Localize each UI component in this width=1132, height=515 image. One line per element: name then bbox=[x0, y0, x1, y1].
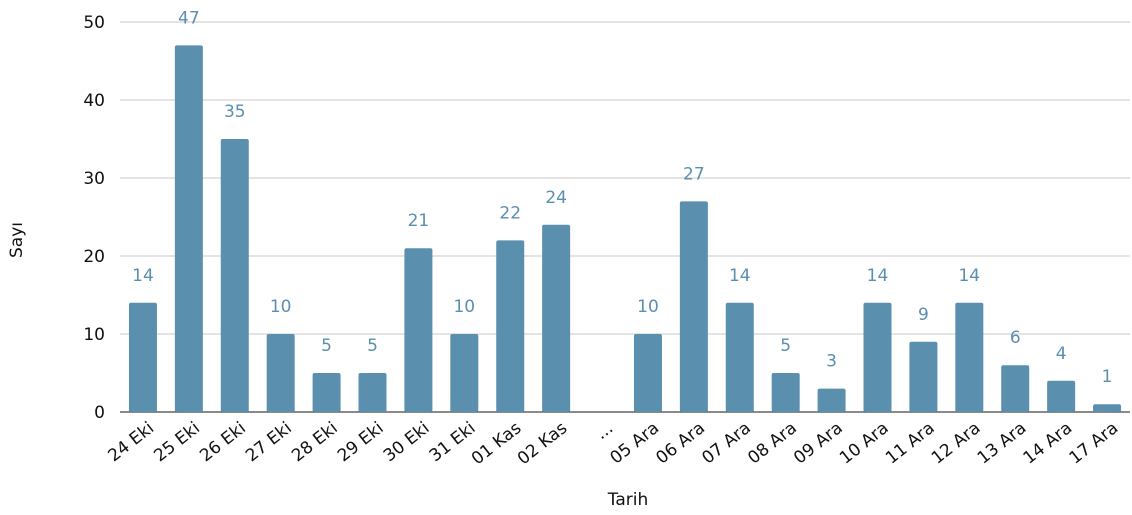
x-tick-label: 24 Eki bbox=[104, 418, 158, 466]
x-tick-label: 07 Ara bbox=[698, 418, 755, 468]
bar bbox=[128, 302, 157, 412]
data-label: 10 bbox=[637, 297, 659, 317]
x-tick-label: 02 Kas bbox=[514, 418, 571, 469]
data-label: 21 bbox=[408, 211, 430, 231]
x-tick-label: 30 Eki bbox=[380, 418, 434, 466]
bar bbox=[817, 388, 846, 412]
data-label: 27 bbox=[683, 164, 705, 184]
data-label: 24 bbox=[545, 188, 567, 208]
data-label: 1 bbox=[1102, 367, 1113, 387]
x-tick-label: 10 Ara bbox=[836, 418, 893, 468]
x-tick-label: 11 Ara bbox=[882, 418, 939, 468]
x-tick-label: 06 Ara bbox=[652, 418, 709, 468]
data-label: 6 bbox=[1010, 328, 1021, 348]
y-tick-label: 40 bbox=[83, 91, 105, 111]
y-tick-label: 0 bbox=[94, 403, 105, 423]
y-tick-label: 30 bbox=[83, 169, 105, 189]
bar bbox=[174, 45, 203, 413]
bar bbox=[496, 240, 525, 412]
bar bbox=[266, 334, 295, 412]
bar bbox=[450, 334, 479, 412]
data-label: 5 bbox=[780, 336, 791, 356]
bar bbox=[1001, 365, 1030, 412]
bar bbox=[312, 373, 341, 412]
bar bbox=[358, 373, 387, 412]
bar bbox=[909, 341, 938, 412]
x-axis-label: Tarih bbox=[607, 490, 648, 510]
x-tick-label: 29 Eki bbox=[334, 418, 388, 466]
y-tick-label: 50 bbox=[83, 13, 105, 33]
bar bbox=[404, 248, 433, 412]
data-label: 35 bbox=[224, 102, 246, 122]
bar bbox=[220, 139, 249, 412]
x-tick-label: 01 Kas bbox=[468, 418, 525, 469]
x-tick-label: 27 Eki bbox=[242, 418, 296, 466]
bar bbox=[863, 302, 892, 412]
x-tick-label: 12 Ara bbox=[928, 418, 985, 468]
x-tick-label: 26 Eki bbox=[196, 418, 250, 466]
data-label: 22 bbox=[499, 203, 521, 223]
y-axis-ticks: 0 10 20 30 40 50 bbox=[83, 13, 105, 423]
data-label: 14 bbox=[729, 266, 751, 286]
data-label: 3 bbox=[826, 352, 837, 372]
x-tick-label: 25 Eki bbox=[150, 418, 204, 466]
x-tick-label: 17 Ara bbox=[1066, 418, 1123, 468]
bar bbox=[542, 224, 571, 412]
data-label: 5 bbox=[367, 336, 378, 356]
data-label: 14 bbox=[958, 266, 980, 286]
x-tick-label: 05 Ara bbox=[607, 418, 664, 468]
x-tick-label: 14 Ara bbox=[1020, 418, 1077, 468]
data-label: 14 bbox=[132, 266, 154, 286]
data-label: 4 bbox=[1056, 344, 1067, 364]
data-label: 10 bbox=[270, 297, 292, 317]
y-tick-label: 20 bbox=[83, 247, 105, 267]
y-tick-label: 10 bbox=[83, 325, 105, 345]
x-tick-label: ... bbox=[592, 418, 617, 444]
x-tick-label: 09 Ara bbox=[790, 418, 847, 468]
data-label: 47 bbox=[178, 8, 200, 28]
bar bbox=[1047, 380, 1076, 412]
bar bbox=[725, 302, 754, 412]
data-label: 9 bbox=[918, 305, 929, 325]
bar bbox=[633, 334, 662, 412]
y-axis-label: Sayı bbox=[7, 222, 27, 258]
data-label: 14 bbox=[867, 266, 889, 286]
data-label: 10 bbox=[453, 297, 475, 317]
bar bbox=[955, 302, 984, 412]
x-tick-label: 13 Ara bbox=[974, 418, 1031, 468]
data-label: 5 bbox=[321, 336, 332, 356]
x-tick-label: 08 Ara bbox=[744, 418, 801, 468]
data-labels: 14 47 35 10 5 5 21 10 22 24 10 27 14 5 3 14 9 14 6 4 1 bbox=[132, 8, 1112, 387]
bar bbox=[1093, 404, 1122, 412]
bar bbox=[679, 201, 708, 412]
x-tick-label: 28 Eki bbox=[288, 418, 342, 466]
bars bbox=[128, 45, 1122, 413]
bar bbox=[771, 373, 800, 412]
